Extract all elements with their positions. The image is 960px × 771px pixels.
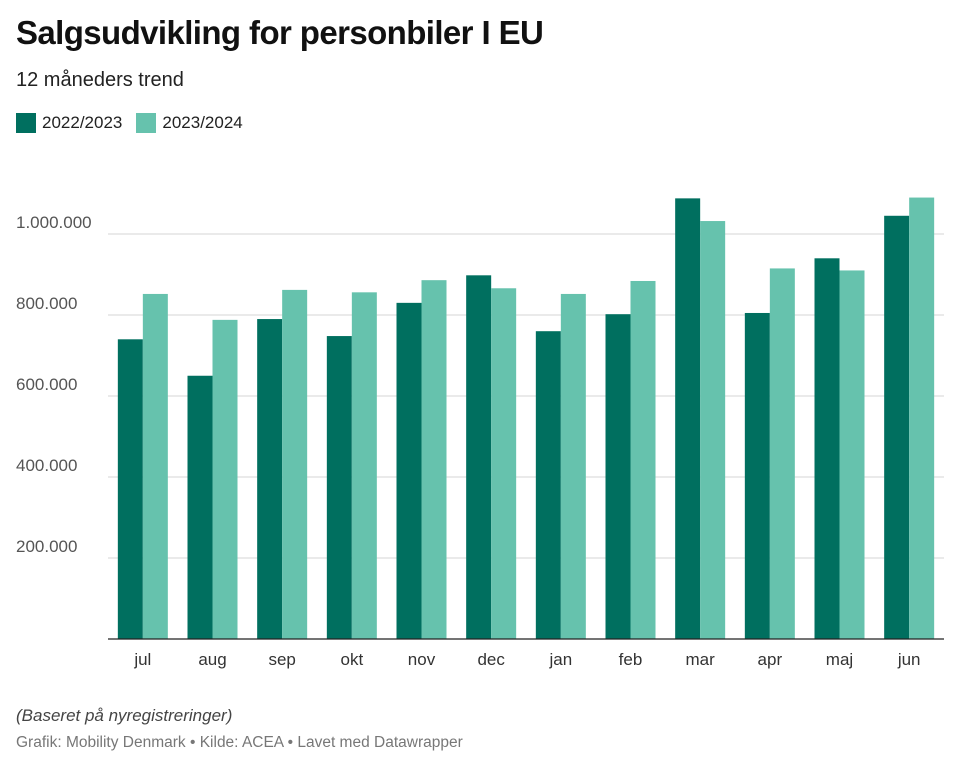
chart-subtitle: 12 måneders trend: [16, 69, 184, 91]
y-tick-label-3: 800.000: [16, 294, 77, 313]
bar-maj-series-2: [839, 270, 865, 639]
bar-jan-series-1: [535, 331, 561, 639]
bar-mar-series-1: [675, 198, 701, 640]
y-tick-label-0: 200.000: [16, 537, 77, 556]
legend-item-series-2: 2023/2024: [136, 113, 243, 133]
legend-swatch-series-1: [16, 113, 36, 133]
x-tick-label-mar: mar: [686, 650, 716, 669]
bar-aug-series-2: [212, 319, 238, 639]
legend-label-series-2: 2023/2024: [162, 113, 243, 132]
bar-nov-series-1: [396, 302, 422, 639]
bar-jul-series-2: [142, 293, 168, 639]
y-tick-label-1: 400.000: [16, 456, 77, 475]
bar-jan-series-2: [560, 293, 586, 639]
x-tick-label-sep: sep: [268, 650, 295, 669]
x-tick-label-okt: okt: [340, 650, 363, 669]
chart-title: Salgsudvikling for personbiler I EU: [16, 14, 544, 51]
x-tick-label-feb: feb: [619, 650, 643, 669]
bar-aug-series-1: [187, 375, 213, 639]
x-tick-label-apr: apr: [758, 650, 783, 669]
credit-line: Grafik: Mobility Denmark • Kilde: ACEA •…: [16, 734, 463, 751]
y-tick-label-4: 1.000.000: [16, 213, 92, 232]
bar-apr-series-2: [769, 268, 795, 639]
x-tick-label-jul: jul: [133, 650, 151, 669]
legend-item-series-1: 2022/2023: [16, 113, 122, 133]
bar-okt-series-1: [326, 336, 352, 639]
x-tick-label-nov: nov: [408, 650, 436, 669]
bar-okt-series-2: [351, 292, 377, 639]
bar-feb-series-1: [605, 314, 631, 639]
bar-feb-series-2: [630, 280, 656, 639]
footnote: (Baseret på nyregistreringer): [16, 706, 233, 725]
bar-jul-series-1: [117, 339, 143, 639]
bar-mar-series-2: [700, 221, 726, 639]
bar-apr-series-1: [744, 312, 770, 639]
bar-sep-series-1: [257, 319, 283, 639]
legend: 2022/2023 2023/2024: [16, 113, 243, 133]
legend-label-series-1: 2022/2023: [42, 113, 123, 132]
x-tick-label-aug: aug: [198, 650, 226, 669]
bar-maj-series-1: [814, 258, 840, 639]
bar-dec-series-2: [491, 288, 517, 639]
bar-chart: 200.000 400.000 600.000 800.000 1.000.000 jul…: [16, 197, 944, 669]
x-tick-label-jan: jan: [548, 650, 572, 669]
legend-swatch-series-2: [136, 113, 157, 133]
bar-jun-series-2: [909, 197, 935, 640]
bar-dec-series-1: [466, 275, 492, 639]
x-tick-label-dec: dec: [477, 650, 505, 669]
bar-jun-series-1: [884, 215, 910, 639]
bar-sep-series-2: [282, 289, 308, 639]
bar-nov-series-2: [421, 280, 447, 639]
x-tick-label-maj: maj: [826, 650, 853, 669]
x-tick-label-jun: jun: [897, 650, 921, 669]
y-tick-label-2: 600.000: [16, 375, 77, 394]
